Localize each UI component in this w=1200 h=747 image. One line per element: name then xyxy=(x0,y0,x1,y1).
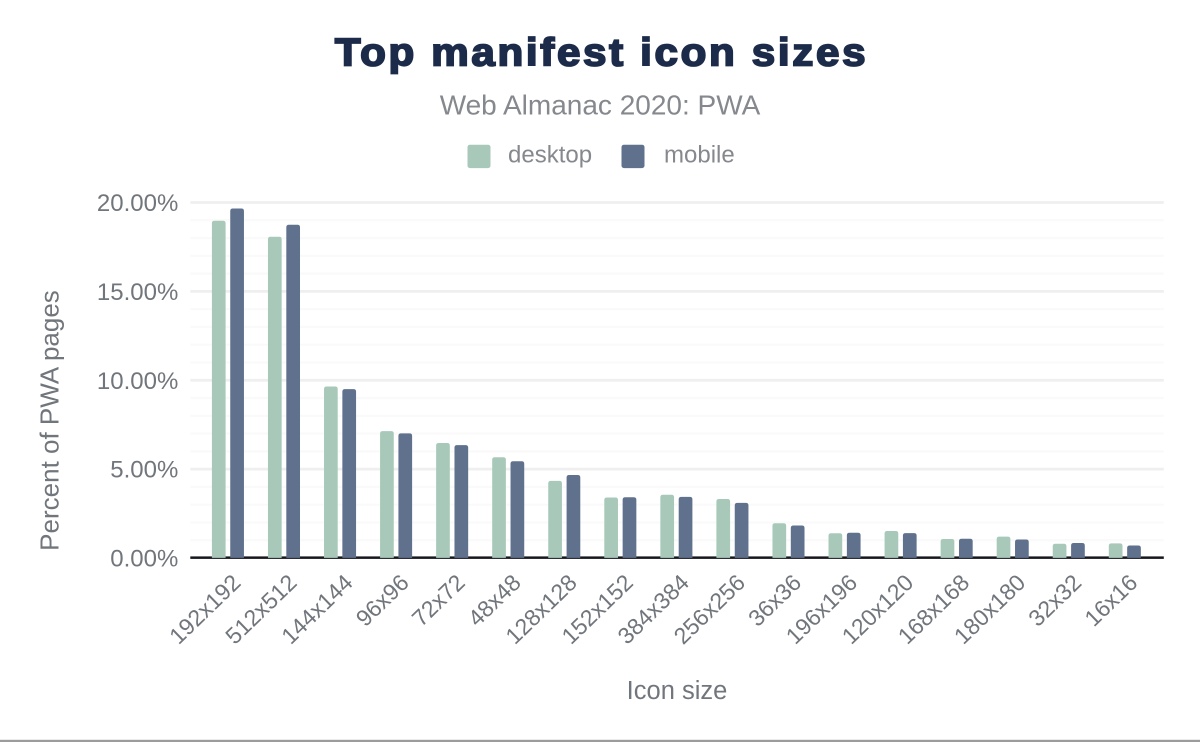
svg-text:Icon size: Icon size xyxy=(627,677,728,705)
svg-text:Top manifest icon sizes: Top manifest icon sizes xyxy=(335,30,868,74)
svg-text:Web Almanac 2020: PWA: Web Almanac 2020: PWA xyxy=(440,90,761,121)
svg-text:5.00%: 5.00% xyxy=(110,457,178,484)
svg-text:Percent of PWA pages: Percent of PWA pages xyxy=(35,290,65,551)
svg-text:mobile: mobile xyxy=(664,142,735,169)
svg-text:20.00%: 20.00% xyxy=(97,190,178,217)
svg-text:15.00%: 15.00% xyxy=(97,279,178,306)
svg-text:desktop: desktop xyxy=(508,142,592,169)
svg-text:0.00%: 0.00% xyxy=(110,546,178,573)
svg-text:10.00%: 10.00% xyxy=(97,368,178,395)
